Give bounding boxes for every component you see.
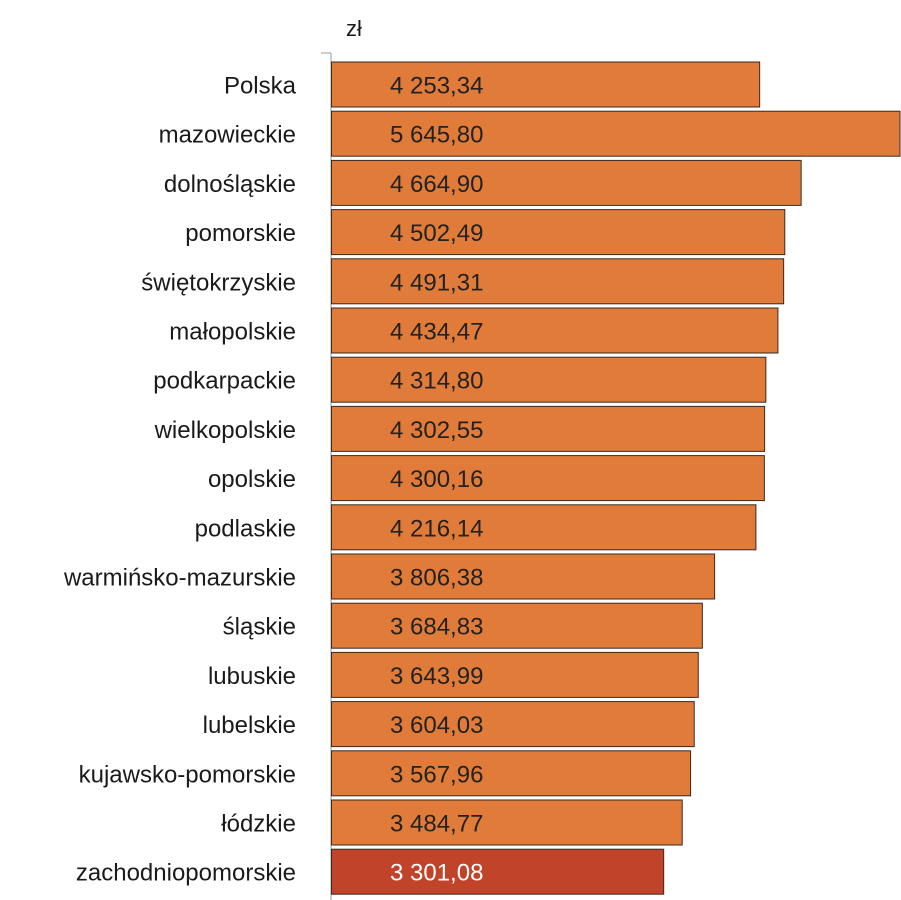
value-label: 4 302,55 [390,417,483,444]
value-label: 5 645,80 [390,122,483,149]
value-label: 4 434,47 [390,319,483,346]
category-label: pomorskie [185,220,296,247]
category-label: podkarpackie [153,368,296,395]
value-label: 4 314,80 [390,368,483,395]
category-label: zachodniopomorskie [76,860,296,887]
category-label: lubelskie [203,712,296,739]
category-label: wielkopolskie [154,417,296,444]
category-label: kujawsko-pomorskie [79,761,296,788]
category-label: Polska [224,73,297,100]
value-label: 4 216,14 [390,515,483,542]
category-label: opolskie [208,466,296,493]
category-label: łódzkie [221,811,296,838]
value-label: 4 664,90 [390,171,483,198]
unit-label: zł [346,16,362,41]
value-label: 4 491,31 [390,269,483,296]
bar-8 [331,455,765,502]
category-label: lubuskie [208,663,296,690]
bar-6 [331,356,767,403]
value-label: 4 253,34 [390,73,483,100]
bar-10 [331,553,716,600]
bar-1 [331,110,901,157]
category-label: świętokrzyskie [141,269,296,296]
bar-14 [331,750,692,797]
value-label: 3 484,77 [390,811,483,838]
bar-7 [331,405,766,452]
value-label: 3 684,83 [390,614,483,641]
category-label: podlaskie [195,515,296,542]
value-label: 3 567,96 [390,761,483,788]
bar-0 [331,61,761,108]
category-label: małopolskie [169,319,296,346]
bar-15 [331,799,683,846]
value-label: 3 806,38 [390,565,483,592]
value-label: 4 502,49 [390,220,483,247]
value-label: 3 301,08 [390,860,483,887]
bar-16 [331,848,665,895]
category-label: dolnośląskie [164,171,296,198]
value-label: 3 604,03 [390,712,483,739]
bar-11 [331,602,703,649]
bar-5 [331,307,779,354]
bar-4 [331,258,785,305]
category-label: mazowieckie [159,122,296,149]
category-label: śląskie [223,614,296,641]
bar-13 [331,701,695,748]
value-label: 3 643,99 [390,663,483,690]
bar-9 [331,504,757,551]
category-label: warmińsko-mazurskie [63,565,296,592]
bar-2 [331,159,802,206]
bar-3 [331,209,786,256]
value-label: 4 300,16 [390,466,483,493]
bar-12 [331,651,699,698]
